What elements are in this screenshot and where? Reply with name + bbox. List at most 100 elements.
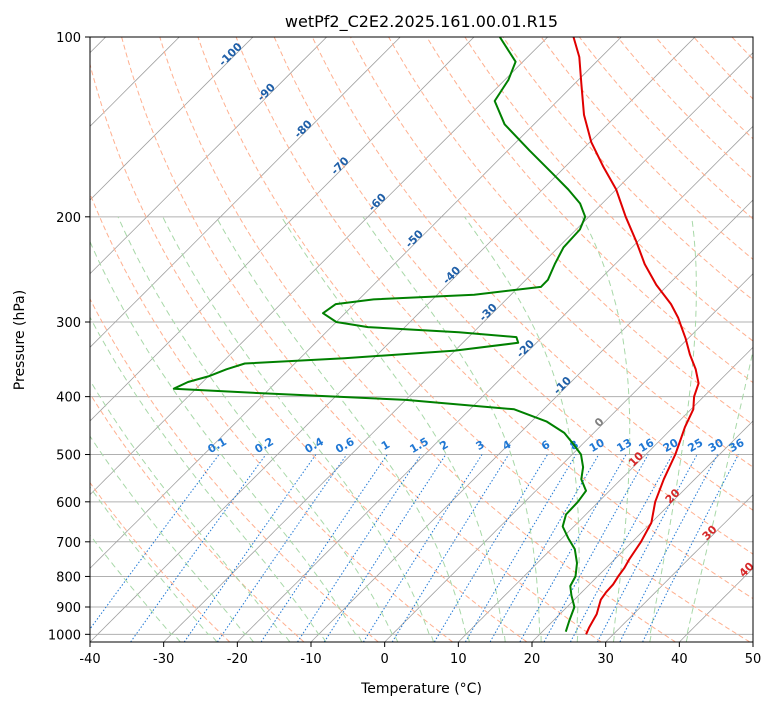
mixing-ratio-label: 6	[539, 438, 552, 453]
mixing-ratio-line	[489, 454, 600, 642]
dry-adiabat-line	[464, 37, 753, 342]
dry-adiabat-line	[235, 37, 753, 600]
moist-adiabat-line	[90, 486, 218, 642]
moist-adiabat-line	[90, 435, 254, 642]
y-tick-label: 800	[56, 570, 81, 585]
isotherm-line	[90, 37, 696, 642]
mixing-ratio-line	[216, 454, 348, 642]
mixing-ratio-label: 36	[727, 436, 747, 455]
dry-adiabat-label: -30	[477, 301, 500, 324]
moist-adiabat-line	[280, 216, 506, 642]
mixing-ratio-line	[619, 454, 719, 642]
y-tick-label: 300	[56, 316, 81, 331]
mixing-ratio-line	[569, 454, 673, 642]
y-axis-label: Pressure (hPa)	[12, 290, 28, 390]
mixing-ratio-line	[90, 454, 220, 630]
x-tick-label: -30	[153, 652, 174, 667]
dry-adiabat-line	[90, 62, 528, 642]
moist-adiabat-line	[162, 216, 434, 642]
isotherm-line	[605, 494, 753, 642]
y-tick-label: 200	[56, 211, 81, 226]
x-tick-label: 50	[745, 652, 762, 667]
y-tick-label: 400	[56, 391, 81, 406]
moist-adiabat-line	[90, 316, 327, 642]
mixing-ratio-line	[362, 454, 483, 642]
temperature-profile-line	[572, 37, 700, 635]
isotherm-line	[90, 37, 327, 275]
mixing-ratio-label: 1.5	[408, 435, 431, 456]
x-tick-label: -40	[79, 652, 100, 667]
mixing-ratio-label: 13	[614, 436, 634, 455]
moist-adiabat-line	[464, 216, 580, 642]
dry-adiabat-line	[502, 37, 753, 301]
background-lines	[90, 37, 775, 642]
dry-adiabat-label: 20	[663, 486, 683, 506]
dry-adiabat-line	[578, 37, 753, 220]
dry-adiabat-line	[693, 37, 753, 100]
mixing-ratio-line	[130, 454, 267, 642]
isotherm-line	[752, 641, 753, 642]
y-tick-label: 700	[56, 536, 81, 551]
mixing-ratio-label: 1	[379, 438, 392, 453]
mixing-ratio-label: 3	[474, 438, 487, 453]
isotherm-line	[163, 52, 753, 642]
isotherm-line	[458, 346, 753, 642]
mixing-ratio-label: 30	[706, 436, 726, 455]
isotherm-line	[679, 567, 753, 642]
dewpoint-profile-line	[172, 37, 587, 633]
y-tick-label: 600	[56, 496, 81, 511]
dry-adiabat-label: -80	[292, 117, 315, 140]
mixing-ratio-line	[183, 454, 317, 642]
chart-title: wetPf2_C2E2.2025.161.00.01.R15	[285, 12, 558, 32]
dry-adiabat-label: -90	[255, 81, 278, 104]
y-tick-label: 100	[56, 31, 81, 46]
moist-adiabat-line	[685, 348, 753, 642]
isotherm-line	[384, 273, 753, 642]
mixing-ratio-line	[260, 454, 388, 642]
y-tick-label: 1000	[48, 628, 81, 643]
mixing-ratio-line	[297, 454, 422, 642]
mixing-ratio-line	[433, 454, 548, 642]
mixing-ratio-line	[642, 454, 739, 642]
isotherm-line	[237, 125, 753, 642]
moist-adiabat-line	[90, 379, 291, 642]
mixing-ratio-line	[596, 454, 698, 642]
dry-adiabat-line	[197, 37, 751, 642]
dry-adiabat-label: -60	[366, 191, 389, 214]
moist-adiabat-line	[649, 216, 697, 642]
mixing-ratio-label: 0.4	[302, 435, 326, 456]
isotherm-line	[90, 37, 401, 348]
mixing-ratio-label: 25	[685, 436, 705, 455]
x-axis-label: Temperature (°C)	[360, 681, 482, 697]
moist-adiabat-line	[362, 216, 542, 642]
mixing-ratio-line	[464, 454, 577, 642]
axes: -40 -30 -20 -10 0 10 20 30 40 5010020030040050060…	[48, 31, 761, 667]
isotherm-line	[90, 37, 622, 569]
moist-adiabat-line	[117, 216, 399, 642]
x-tick-label: 40	[671, 652, 688, 667]
mixing-ratio-label: 10	[587, 436, 607, 455]
isotherm-line	[90, 37, 254, 201]
dry-adiabat-line	[121, 37, 602, 642]
dry-adiabat-line	[273, 37, 753, 555]
x-tick-label: -10	[300, 652, 321, 667]
grid-lines	[90, 37, 753, 642]
dry-adiabat-line	[159, 37, 676, 642]
x-tick-label: 30	[597, 652, 614, 667]
y-tick-label: 500	[56, 449, 81, 464]
dry-adiabat-line	[90, 297, 379, 642]
x-tick-label: -20	[227, 652, 248, 667]
y-tick-label: 900	[56, 601, 81, 616]
moist-adiabat-line	[581, 216, 631, 642]
dry-adiabat-label: 30	[700, 523, 720, 543]
isotherm-line	[531, 420, 753, 642]
mixing-ratio-line	[519, 454, 627, 642]
isotherm-line	[90, 37, 475, 422]
dry-adiabat-label: -50	[403, 227, 426, 250]
mixing-ratio-label: 0.1	[206, 435, 229, 456]
dry-adiabat-label: -100	[216, 40, 245, 69]
dry-adiabat-line	[770, 37, 775, 642]
dry-adiabat-line	[655, 37, 753, 140]
x-tick-label: 10	[450, 652, 467, 667]
